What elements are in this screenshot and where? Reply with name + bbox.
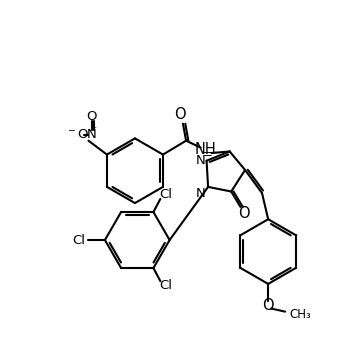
Text: O: O (262, 298, 274, 313)
Text: O: O (86, 110, 97, 123)
Text: $^-$O: $^-$O (66, 128, 90, 141)
Text: O: O (174, 107, 186, 122)
Text: $^+$: $^+$ (89, 125, 98, 135)
Text: O: O (238, 206, 249, 221)
Text: N: N (87, 128, 96, 141)
Text: Cl: Cl (159, 188, 172, 201)
Text: Cl: Cl (72, 234, 85, 246)
Text: N: N (195, 187, 205, 199)
Text: N: N (195, 154, 205, 167)
Text: =: = (203, 148, 213, 161)
Text: CH₃: CH₃ (290, 308, 312, 321)
Text: Cl: Cl (159, 279, 172, 292)
Text: NH: NH (194, 142, 216, 158)
